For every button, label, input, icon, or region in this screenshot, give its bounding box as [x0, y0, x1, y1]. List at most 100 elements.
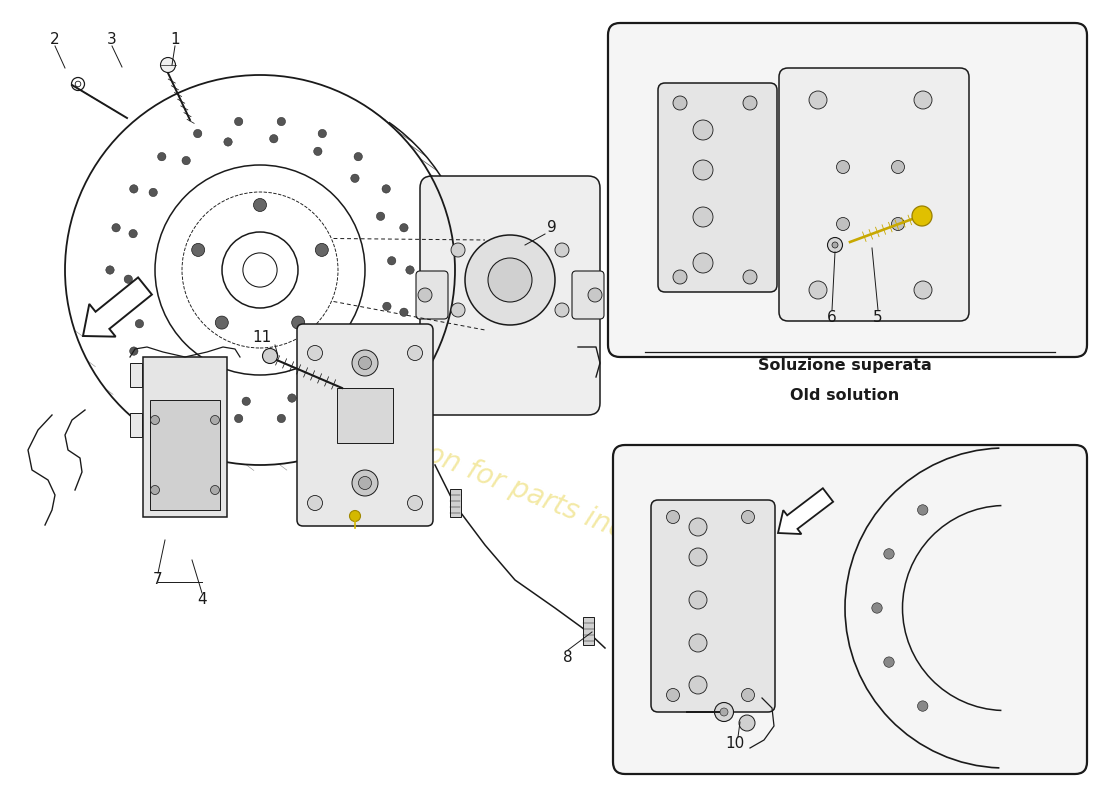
Bar: [150, 400, 220, 510]
Circle shape: [693, 253, 713, 273]
Circle shape: [883, 549, 894, 559]
FancyBboxPatch shape: [416, 271, 448, 319]
Text: a passion for parts including: a passion for parts including: [332, 403, 708, 577]
Circle shape: [330, 375, 338, 384]
Circle shape: [210, 486, 220, 494]
Text: 4: 4: [197, 593, 207, 607]
Text: 5: 5: [873, 310, 883, 326]
Circle shape: [216, 316, 229, 329]
Circle shape: [194, 402, 202, 410]
Circle shape: [689, 548, 707, 566]
Circle shape: [112, 223, 120, 232]
Circle shape: [277, 118, 286, 126]
FancyBboxPatch shape: [658, 83, 777, 292]
Circle shape: [383, 302, 392, 310]
Circle shape: [157, 379, 166, 387]
Circle shape: [210, 415, 220, 425]
Text: 9: 9: [547, 221, 557, 235]
Circle shape: [182, 156, 190, 165]
FancyArrow shape: [778, 488, 833, 534]
Circle shape: [387, 257, 396, 265]
Circle shape: [739, 715, 755, 731]
Circle shape: [106, 266, 114, 274]
Circle shape: [917, 701, 928, 711]
Circle shape: [693, 120, 713, 140]
Circle shape: [689, 634, 707, 652]
Circle shape: [451, 303, 465, 317]
FancyBboxPatch shape: [608, 23, 1087, 357]
Circle shape: [488, 258, 532, 302]
Circle shape: [693, 160, 713, 180]
Circle shape: [872, 603, 882, 613]
Circle shape: [352, 350, 378, 376]
Circle shape: [359, 357, 372, 370]
Circle shape: [129, 230, 138, 238]
Circle shape: [270, 134, 278, 143]
Text: Old solution: Old solution: [791, 388, 900, 403]
Circle shape: [912, 206, 932, 226]
Text: 2: 2: [51, 33, 59, 47]
Circle shape: [352, 470, 378, 496]
Circle shape: [161, 58, 176, 73]
Circle shape: [354, 153, 362, 161]
Circle shape: [242, 397, 251, 406]
FancyBboxPatch shape: [297, 324, 433, 526]
Bar: [143, 357, 227, 517]
Bar: [337, 388, 393, 443]
FancyBboxPatch shape: [572, 271, 604, 319]
Circle shape: [124, 275, 132, 283]
Circle shape: [917, 505, 928, 515]
Circle shape: [382, 347, 390, 355]
Circle shape: [399, 223, 408, 232]
Text: edialog
parts: edialog parts: [864, 36, 1056, 144]
Bar: [583, 617, 594, 645]
Circle shape: [130, 347, 138, 355]
Circle shape: [836, 161, 849, 174]
Circle shape: [148, 188, 157, 197]
Circle shape: [451, 243, 465, 257]
FancyBboxPatch shape: [613, 445, 1087, 774]
Text: 1: 1: [170, 33, 179, 47]
Circle shape: [808, 91, 827, 109]
Bar: [130, 363, 142, 387]
Circle shape: [742, 270, 757, 284]
Circle shape: [351, 174, 359, 182]
Circle shape: [234, 118, 243, 126]
Circle shape: [689, 518, 707, 536]
Circle shape: [407, 346, 422, 361]
Circle shape: [808, 281, 827, 299]
Circle shape: [399, 308, 408, 317]
Circle shape: [406, 266, 415, 274]
Text: 10: 10: [725, 737, 745, 751]
Circle shape: [556, 303, 569, 317]
FancyBboxPatch shape: [420, 176, 600, 415]
Circle shape: [350, 510, 361, 522]
Circle shape: [914, 281, 932, 299]
Circle shape: [689, 591, 707, 609]
Text: 7: 7: [153, 573, 163, 587]
FancyBboxPatch shape: [779, 68, 969, 321]
Circle shape: [667, 689, 680, 702]
Circle shape: [308, 495, 322, 510]
Circle shape: [194, 130, 202, 138]
Text: 3: 3: [107, 33, 117, 47]
Circle shape: [234, 414, 243, 422]
Circle shape: [715, 702, 734, 722]
Bar: [450, 489, 461, 517]
Circle shape: [827, 238, 843, 253]
Circle shape: [891, 161, 904, 174]
Circle shape: [742, 96, 757, 110]
Circle shape: [277, 414, 286, 422]
Circle shape: [914, 91, 932, 109]
Circle shape: [693, 207, 713, 227]
FancyBboxPatch shape: [651, 500, 775, 712]
Circle shape: [223, 138, 232, 146]
Circle shape: [157, 153, 166, 161]
Circle shape: [292, 316, 305, 329]
Circle shape: [263, 349, 277, 363]
Circle shape: [836, 218, 849, 230]
Circle shape: [382, 185, 390, 193]
Circle shape: [376, 212, 385, 221]
Circle shape: [253, 198, 266, 211]
Circle shape: [316, 243, 328, 257]
